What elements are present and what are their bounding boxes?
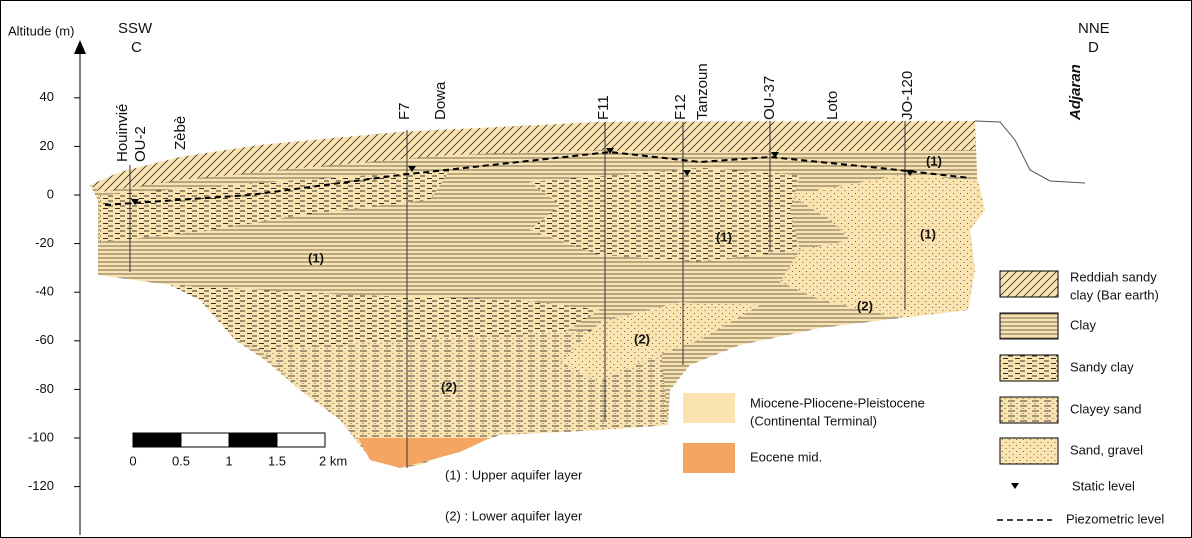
tick-label: -60	[35, 332, 54, 347]
well-label: Tanzoun	[694, 63, 711, 120]
scale-seg	[277, 433, 325, 447]
point: C	[131, 39, 142, 56]
point: D	[1088, 39, 1099, 56]
tick-label: 20	[40, 138, 54, 153]
legend-swatch	[1000, 355, 1058, 381]
ground-line	[975, 121, 1085, 183]
well-label: JO-120	[899, 71, 916, 120]
scale-bar	[133, 433, 325, 447]
tick-label: -80	[35, 381, 54, 396]
aquifer-mark: (1)	[926, 153, 942, 168]
bearing: SSW	[118, 20, 153, 37]
scale-label: 1	[225, 453, 232, 468]
well-label: OU-2	[132, 126, 149, 162]
legend-label: Sand, gravel	[1070, 442, 1143, 457]
legend-label: Miocene-Pliocene-Pleistocene	[750, 395, 925, 410]
tick-label: -120	[28, 478, 54, 493]
well-label: F11	[595, 95, 612, 120]
legend-swatch	[1000, 313, 1058, 339]
axis-label: Altitude (m)	[8, 23, 74, 38]
tick-label: 0	[47, 186, 54, 201]
legend-swatch	[683, 393, 735, 423]
well-label: OU-37	[761, 76, 778, 120]
scale-label: 1.5	[268, 453, 286, 468]
eocene	[358, 438, 490, 468]
tick-label: 40	[40, 89, 54, 104]
axis-arrow	[74, 40, 86, 54]
legend-label: Sandy clay	[1070, 359, 1134, 374]
legend-label: (Continental Terminal)	[750, 413, 877, 428]
note: (1) : Upper aquifer layer	[445, 467, 583, 482]
scale-seg	[229, 433, 277, 447]
tick-label: -100	[28, 429, 54, 444]
well-label: Loto	[824, 91, 841, 120]
legend-label: Static level	[1072, 478, 1135, 493]
aquifer-mark: (2)	[441, 379, 457, 394]
legend-label: Clay	[1070, 317, 1097, 332]
well-label: Zèbè	[172, 116, 189, 150]
tick-label: -20	[35, 235, 54, 250]
scale-seg	[133, 433, 181, 447]
cross-section: 40 20 0 -20 -40 -60 -80 -100 -120 Altitude (m) S…	[0, 0, 1192, 538]
scale-label: 2 km	[319, 453, 347, 468]
aquifer-mark: (2)	[634, 331, 650, 346]
note: (2) : Lower aquifer layer	[445, 508, 583, 523]
tick-label: -40	[35, 284, 54, 299]
aquifer-mark: (1)	[920, 226, 936, 241]
legend-swatch	[683, 443, 735, 473]
aquifer-mark: (1)	[716, 229, 732, 244]
legend-swatch	[1000, 397, 1058, 423]
well-label: Houinvié	[114, 104, 131, 162]
locality: Adjaran	[1067, 64, 1084, 121]
legend-label: Clayey sand	[1070, 401, 1142, 416]
well-label: Dowa	[432, 81, 449, 120]
legend-label: Piezometric level	[1066, 511, 1164, 526]
legend-label: Reddiah sandy	[1070, 269, 1157, 284]
bearing: NNE	[1078, 20, 1110, 37]
scale-seg	[181, 433, 229, 447]
aquifer-mark: (1)	[308, 250, 324, 265]
scale-label: 0.5	[172, 453, 190, 468]
scale-label: 0	[129, 453, 136, 468]
well-label: F12	[672, 94, 689, 120]
legend-label: clay (Bar earth)	[1070, 287, 1159, 302]
legend-swatch	[1000, 271, 1058, 297]
legend-label: Eocene mid.	[750, 449, 822, 464]
legend-swatch	[1000, 438, 1058, 464]
well-label: F7	[396, 102, 413, 120]
aquifer-mark: (2)	[857, 298, 873, 313]
legend-symbol	[1011, 483, 1019, 489]
